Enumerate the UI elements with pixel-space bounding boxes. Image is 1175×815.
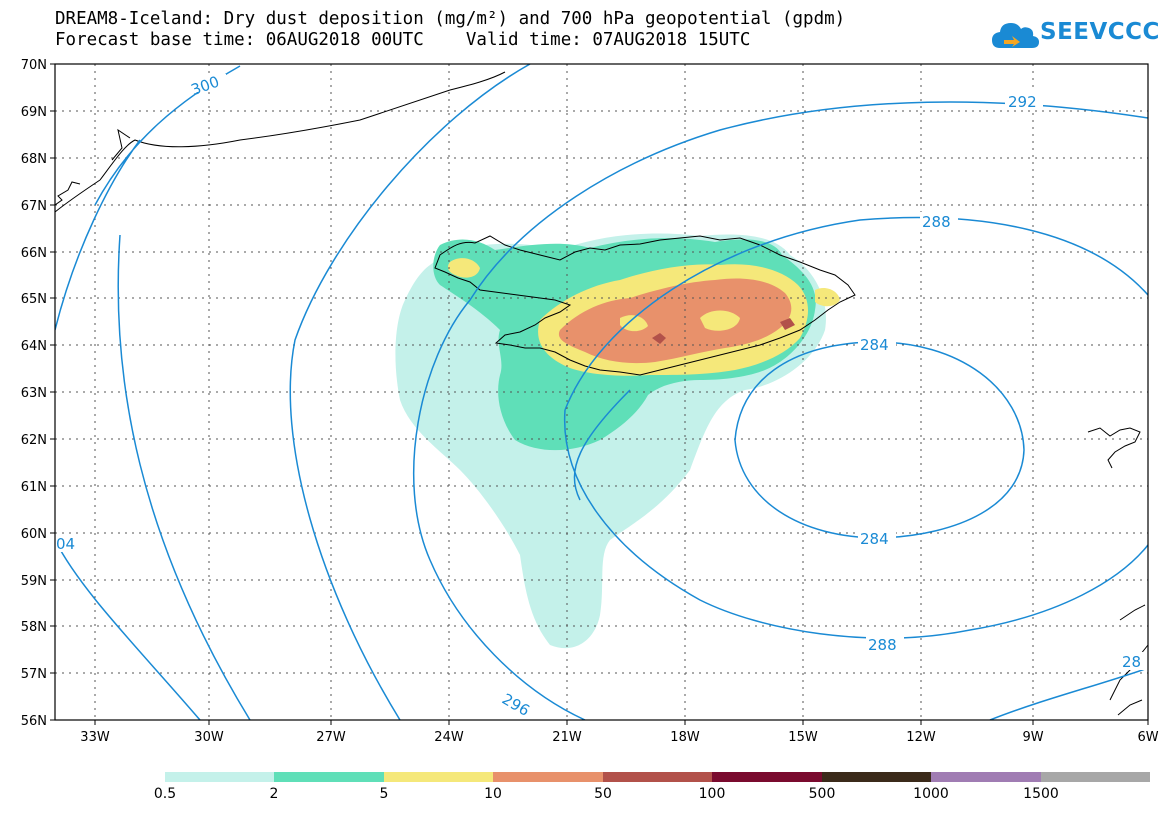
legend-swatch <box>821 772 932 782</box>
contour-298 <box>289 64 531 720</box>
legend-swatch <box>274 772 384 782</box>
contour-label-284-top: 284 <box>860 336 889 354</box>
lat-label: 70N <box>21 58 47 73</box>
lat-label: 61N <box>21 480 47 495</box>
lon-label: 15W <box>788 730 818 745</box>
lat-label: 56N <box>21 714 47 729</box>
lat-label: 63N <box>21 386 47 401</box>
chart-title-line2: Forecast base time: 06AUG2018 00UTC Vali… <box>55 30 751 50</box>
legend-swatch <box>1040 772 1150 782</box>
contour-284 <box>734 341 1025 539</box>
legend-label: 1500 <box>1023 786 1059 802</box>
legend-swatch <box>712 772 822 782</box>
iceland-coast <box>434 235 856 376</box>
legend-label: 500 <box>808 786 836 802</box>
contour-288 <box>563 216 1148 639</box>
legend-swatch <box>602 772 713 782</box>
color-legend <box>165 772 1150 782</box>
lat-label: 69N <box>21 105 47 120</box>
dust-area-10c <box>620 315 648 332</box>
contour-label-288-bottom: 288 <box>868 636 897 654</box>
legend-swatch <box>383 772 494 782</box>
geopotential-contours <box>55 64 1148 720</box>
dust-area-5b <box>447 258 480 278</box>
contour-label-284-bottom: 284 <box>860 530 889 548</box>
contour-300b <box>117 234 251 720</box>
legend-label: 1000 <box>913 786 949 802</box>
lon-label: 18W <box>670 730 700 745</box>
lon-label: 21W <box>552 730 582 745</box>
lat-label: 62N <box>21 433 47 448</box>
contour-label-292: 292 <box>1008 93 1037 111</box>
dust-area-50 <box>652 333 666 344</box>
contour-296 <box>413 101 1148 720</box>
lon-label: 12W <box>906 730 936 745</box>
lat-label: 57N <box>21 667 47 682</box>
legend-swatch <box>493 772 603 782</box>
seevccc-logo-icon <box>992 23 1039 48</box>
lon-label: 9W <box>1022 730 1043 745</box>
contour-label-304: 04 <box>56 535 75 553</box>
greenland-coast <box>55 71 506 213</box>
lon-label: 30W <box>194 730 224 745</box>
longitude-labels: 33W 30W 27W 24W 21W 18W 15W 12W 9W 6W <box>80 730 1158 745</box>
lon-label: 24W <box>434 730 464 745</box>
legend-swatch <box>931 772 1041 782</box>
legend-swatch <box>165 772 275 782</box>
lat-label: 64N <box>21 339 47 354</box>
lat-label: 68N <box>21 152 47 167</box>
dust-area-5c <box>815 288 840 307</box>
legend-label: 10 <box>484 786 502 802</box>
contour-292 <box>55 539 201 720</box>
contour-280 <box>989 667 1148 720</box>
dust-area-10b <box>700 310 740 331</box>
legend-label: 0.5 <box>153 786 177 802</box>
grid-lines <box>55 64 1148 720</box>
dust-area-10 <box>558 278 792 364</box>
legend-label: 100 <box>698 786 726 802</box>
contour-label-288-top: 288 <box>922 213 951 231</box>
contour-labels: 300 292 288 284 284 288 296 04 28 <box>55 72 1148 720</box>
axis-ticks <box>50 63 1149 725</box>
legend-label: 2 <box>269 786 279 802</box>
chart-title-line1: DREAM8-Iceland: Dry dust deposition (mg/… <box>55 9 846 29</box>
logo-text: SEEVCCC <box>1040 19 1160 45</box>
lat-label: 60N <box>21 527 47 542</box>
faroe-coast <box>1087 427 1141 469</box>
lat-label: 67N <box>21 199 47 214</box>
lat-label: 65N <box>21 292 47 307</box>
contour-label-280: 28 <box>1122 653 1141 671</box>
dust-area-50b <box>780 318 795 330</box>
lon-label: 27W <box>316 730 346 745</box>
lon-label: 6W <box>1137 730 1158 745</box>
coastlines <box>55 71 1148 716</box>
legend-label: 50 <box>594 786 612 802</box>
legend-label: 5 <box>379 786 389 802</box>
lat-label: 59N <box>21 574 47 589</box>
lat-label: 66N <box>21 246 47 261</box>
lat-label: 58N <box>21 620 47 635</box>
contour-292b <box>573 389 631 501</box>
lon-label: 33W <box>80 730 110 745</box>
latitude-labels: 70N 69N 68N 67N 66N 65N 64N 63N 62N 61N … <box>21 58 47 729</box>
